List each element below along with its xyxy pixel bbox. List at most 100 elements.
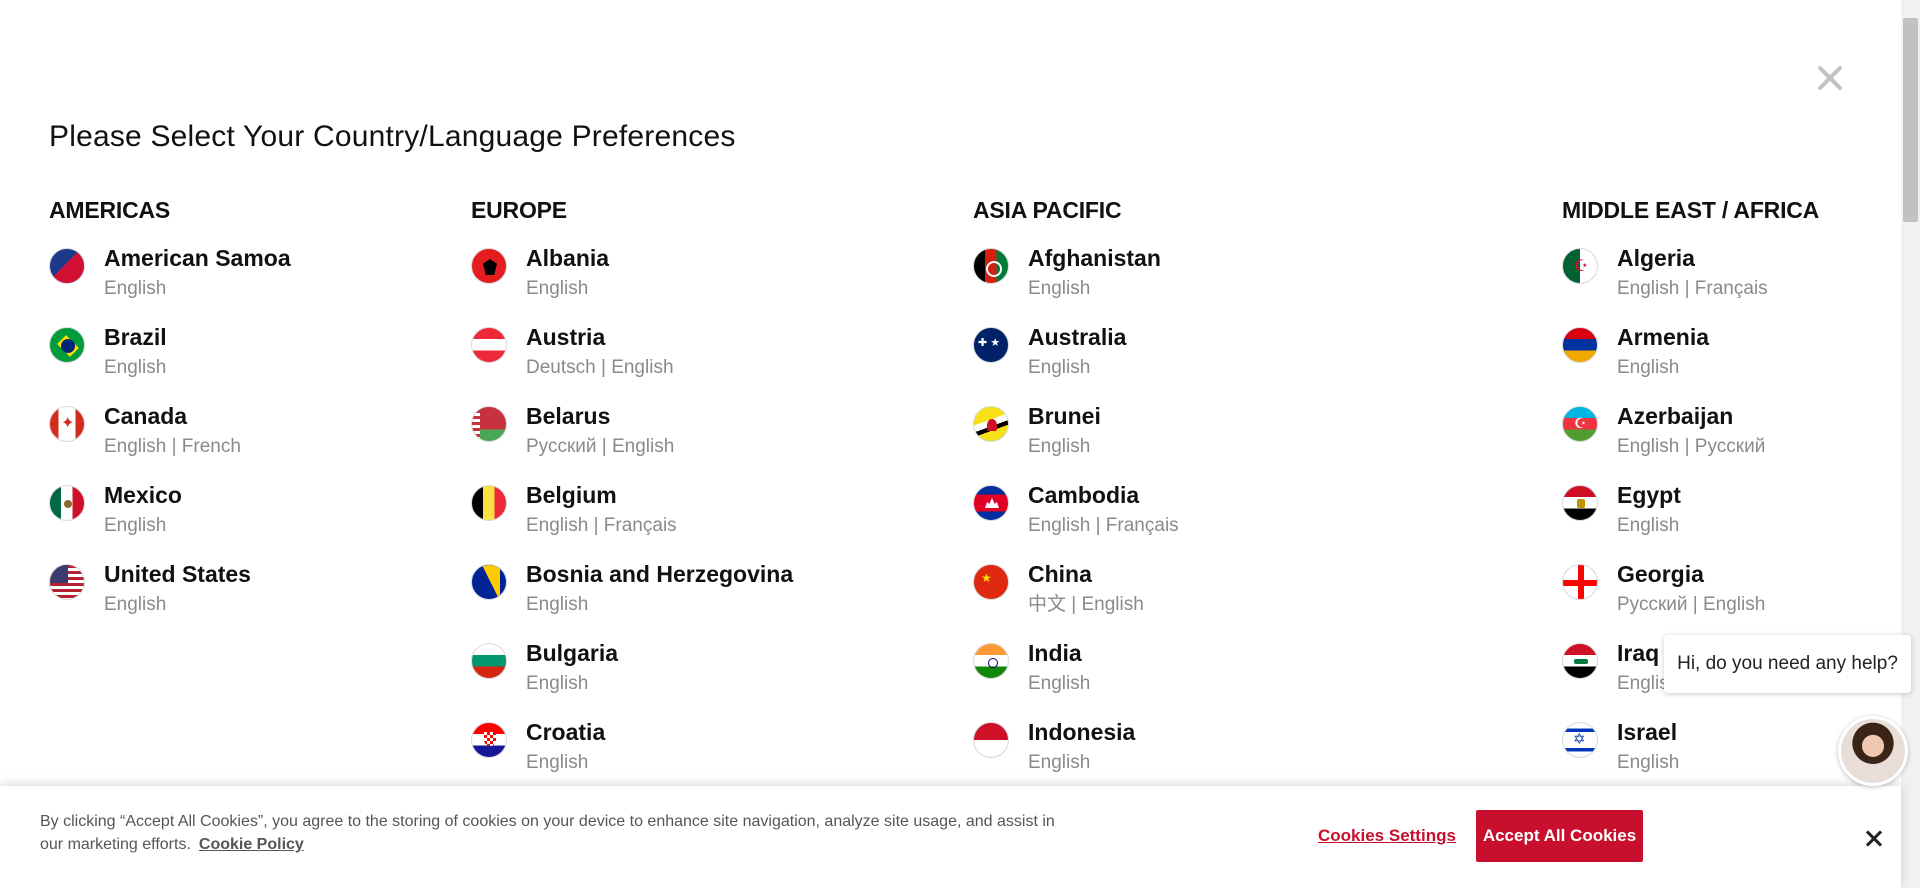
- country-languages[interactable]: English: [1028, 436, 1091, 457]
- country-name: Iraq: [1617, 640, 1660, 666]
- country-name: Georgia: [1617, 561, 1704, 587]
- country-georgia[interactable]: Georgia Русский | English: [1562, 560, 1882, 639]
- country-belarus[interactable]: Belarus Русский | English: [471, 402, 931, 481]
- chat-help-bubble[interactable]: Hi, do you need any help?: [1664, 635, 1911, 693]
- country-languages[interactable]: English: [1617, 673, 1680, 694]
- region-title: ASIA PACIFIC: [973, 197, 1122, 223]
- cookie-close-icon[interactable]: [1862, 826, 1888, 852]
- country-united-states[interactable]: United States English: [49, 560, 509, 639]
- country-india[interactable]: India English: [973, 639, 1433, 718]
- china-flag-icon: [973, 564, 1009, 600]
- region-title: AMERICAS: [49, 197, 171, 223]
- cookie-message: By clicking “Accept All Cookies”, you ag…: [40, 813, 1055, 853]
- bosnia-flag-icon: [471, 564, 507, 600]
- chat-prompt: Hi, do you need any help?: [1677, 653, 1898, 674]
- country-languages[interactable]: English: [1617, 752, 1680, 773]
- country-languages[interactable]: English: [526, 673, 589, 694]
- country-mexico[interactable]: Mexico English: [49, 481, 509, 560]
- country-languages[interactable]: English: [526, 278, 589, 299]
- region-middle-east-africa: MIDDLE EAST / AFRICA Algeria English | Fr…: [1562, 196, 1882, 797]
- brunei-flag-icon: [973, 406, 1009, 442]
- country-name: Bulgaria: [526, 640, 619, 666]
- country-languages[interactable]: English: [104, 278, 167, 299]
- country-name: Indonesia: [1028, 719, 1136, 745]
- close-modal-icon[interactable]: [1810, 58, 1850, 98]
- accept-all-cookies-button[interactable]: Accept All Cookies: [1476, 810, 1643, 862]
- country-austria[interactable]: Austria Deutsch | English: [471, 323, 931, 402]
- country-belgium[interactable]: Belgium English | Français: [471, 481, 931, 560]
- country-languages[interactable]: English: [1617, 515, 1680, 536]
- country-languages[interactable]: English: [1028, 673, 1091, 694]
- belarus-flag-icon: [471, 406, 507, 442]
- country-languages[interactable]: English: [104, 515, 167, 536]
- country-name: India: [1028, 640, 1082, 666]
- country-languages[interactable]: 中文 | English: [1028, 594, 1144, 615]
- azerbaijan-flag-icon: [1562, 406, 1598, 442]
- region-europe: EUROPE Albania English Austria Deutsch | E…: [471, 196, 931, 797]
- country-languages[interactable]: English: [1617, 357, 1680, 378]
- country-languages[interactable]: English: [526, 752, 589, 773]
- country-languages[interactable]: English | Русский: [1617, 436, 1766, 457]
- cookie-text: By clicking “Accept All Cookies”, you ag…: [40, 810, 1070, 856]
- country-languages[interactable]: English: [104, 357, 167, 378]
- albania-flag-icon: [471, 248, 507, 284]
- country-languages[interactable]: English | Français: [1028, 515, 1179, 536]
- cookie-policy-link[interactable]: Cookie Policy: [198, 836, 304, 853]
- country-cambodia[interactable]: Cambodia English | Français: [973, 481, 1433, 560]
- country-languages[interactable]: Русский | English: [526, 436, 675, 457]
- country-armenia[interactable]: Armenia English: [1562, 323, 1882, 402]
- american-samoa-flag-icon: [49, 248, 85, 284]
- country-languages[interactable]: English | Français: [526, 515, 677, 536]
- country-china[interactable]: China 中文 | English: [973, 560, 1433, 639]
- country-languages[interactable]: Русский | English: [1617, 594, 1766, 615]
- country-american-samoa[interactable]: American Samoa English: [49, 244, 509, 323]
- chat-avatar[interactable]: [1838, 716, 1908, 786]
- iraq-flag-icon: [1562, 643, 1598, 679]
- country-list: American Samoa English Brazil English Cana…: [49, 244, 509, 639]
- country-egypt[interactable]: Egypt English: [1562, 481, 1882, 560]
- country-brunei[interactable]: Brunei English: [973, 402, 1433, 481]
- country-name: American Samoa: [104, 245, 291, 271]
- israel-flag-icon: [1562, 722, 1598, 758]
- country-languages[interactable]: English: [1028, 278, 1091, 299]
- australia-flag-icon: [973, 327, 1009, 363]
- country-languages[interactable]: English: [104, 594, 167, 615]
- country-name: Brazil: [104, 324, 167, 350]
- country-azerbaijan[interactable]: Azerbaijan English | Русский: [1562, 402, 1882, 481]
- country-languages[interactable]: English | Français: [1617, 278, 1768, 299]
- country-australia[interactable]: Australia English: [973, 323, 1433, 402]
- brazil-flag-icon: [49, 327, 85, 363]
- country-languages[interactable]: English | French: [104, 436, 241, 457]
- country-languages[interactable]: English: [1028, 752, 1091, 773]
- country-name: Israel: [1617, 719, 1678, 745]
- belgium-flag-icon: [471, 485, 507, 521]
- egypt-flag-icon: [1562, 485, 1598, 521]
- country-canada[interactable]: Canada English | French: [49, 402, 509, 481]
- country-bosnia-and-herzegovina[interactable]: Bosnia and Herzegovina English: [471, 560, 931, 639]
- region-americas: AMERICAS American Samoa English Brazil Eng…: [49, 196, 509, 639]
- country-albania[interactable]: Albania English: [471, 244, 931, 323]
- bulgaria-flag-icon: [471, 643, 507, 679]
- country-languages[interactable]: Deutsch | English: [526, 357, 674, 378]
- cambodia-flag-icon: [973, 485, 1009, 521]
- country-languages[interactable]: English: [1028, 357, 1091, 378]
- united-states-flag-icon: [49, 564, 85, 600]
- georgia-flag-icon: [1562, 564, 1598, 600]
- country-israel[interactable]: Israel English: [1562, 718, 1882, 797]
- cookies-settings-button[interactable]: Cookies Settings: [1318, 826, 1456, 845]
- country-algeria[interactable]: Algeria English | Français: [1562, 244, 1882, 323]
- country-indonesia[interactable]: Indonesia English: [973, 718, 1433, 797]
- country-languages[interactable]: English: [526, 594, 589, 615]
- cookie-banner: By clicking “Accept All Cookies”, you ag…: [0, 786, 1901, 888]
- country-brazil[interactable]: Brazil English: [49, 323, 509, 402]
- country-iraq[interactable]: Iraq English: [1562, 639, 1882, 718]
- scrollbar-thumb[interactable]: [1903, 18, 1918, 222]
- country-name: Albania: [526, 245, 610, 271]
- country-bulgaria[interactable]: Bulgaria English: [471, 639, 931, 718]
- canada-flag-icon: [49, 406, 85, 442]
- country-name: Australia: [1028, 324, 1127, 350]
- country-name: Azerbaijan: [1617, 403, 1734, 429]
- country-name: Armenia: [1617, 324, 1710, 350]
- country-croatia[interactable]: Croatia English: [471, 718, 931, 797]
- country-afghanistan[interactable]: Afghanistan English: [973, 244, 1433, 323]
